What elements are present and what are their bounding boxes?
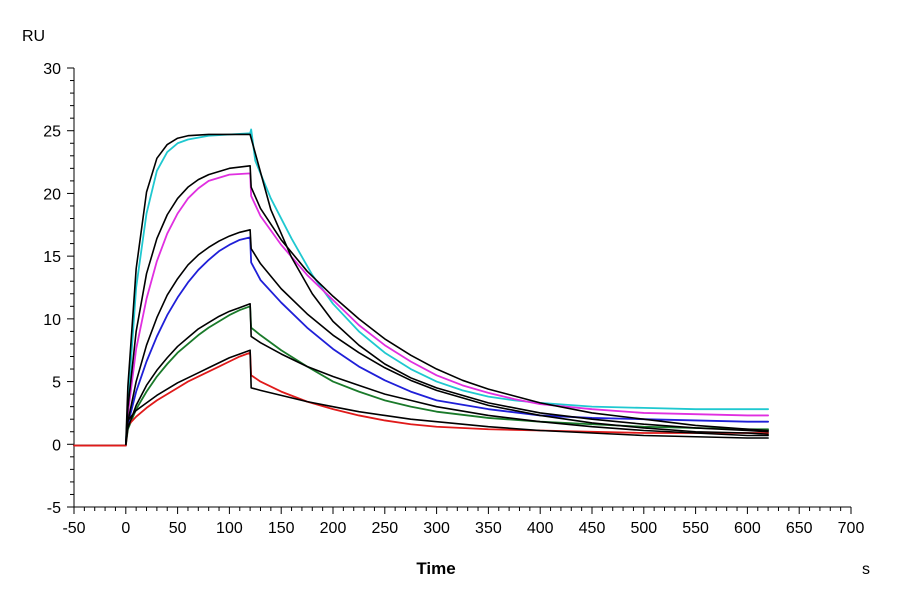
x-tick-label: 250 xyxy=(371,520,398,537)
series-group xyxy=(73,128,770,447)
x-tick-label: 500 xyxy=(630,520,657,537)
x-tick-label: 650 xyxy=(786,520,813,537)
x-tick-label: 300 xyxy=(423,520,450,537)
y-tick-label: 10 xyxy=(43,312,61,329)
y-axis-unit-label: RU xyxy=(22,28,45,45)
x-tick-label: 450 xyxy=(579,520,606,537)
fit-curve-line xyxy=(125,349,769,446)
y-tick-label: 20 xyxy=(43,186,61,203)
x-tick-label: 50 xyxy=(169,520,187,537)
axes: -50 0 50 100 150 200 250 300 350 400 450 500 550 600 6… xyxy=(43,61,864,537)
x-tick-label: 550 xyxy=(682,520,709,537)
sensorgram-line xyxy=(73,128,770,447)
x-axis-title: Time xyxy=(416,559,455,578)
fit-curve-line xyxy=(125,229,769,446)
x-tick-label: 700 xyxy=(838,520,865,537)
x-tick-label: -50 xyxy=(62,520,85,537)
sensorgram-line xyxy=(73,172,770,447)
y-tick-label: 5 xyxy=(52,375,61,392)
y-tick-label: 0 xyxy=(52,437,61,454)
x-tick-label: 0 xyxy=(121,520,130,537)
x-axis-unit-label: s xyxy=(862,561,870,578)
x-tick-label: 400 xyxy=(527,520,554,537)
y-tick-label: -5 xyxy=(47,500,61,517)
x-tick-label: 150 xyxy=(268,520,295,537)
fit-curve-line xyxy=(125,133,769,446)
y-tick-label: 15 xyxy=(43,249,61,266)
x-tick-label: 350 xyxy=(475,520,502,537)
fit-curve-line xyxy=(125,303,769,446)
x-tick-label: 100 xyxy=(216,520,243,537)
fit-curve-line xyxy=(125,165,769,446)
y-tick-label: 25 xyxy=(43,124,61,141)
x-tick-label: 200 xyxy=(320,520,347,537)
y-tick-label: 30 xyxy=(43,61,61,78)
x-tick-label: 600 xyxy=(734,520,761,537)
